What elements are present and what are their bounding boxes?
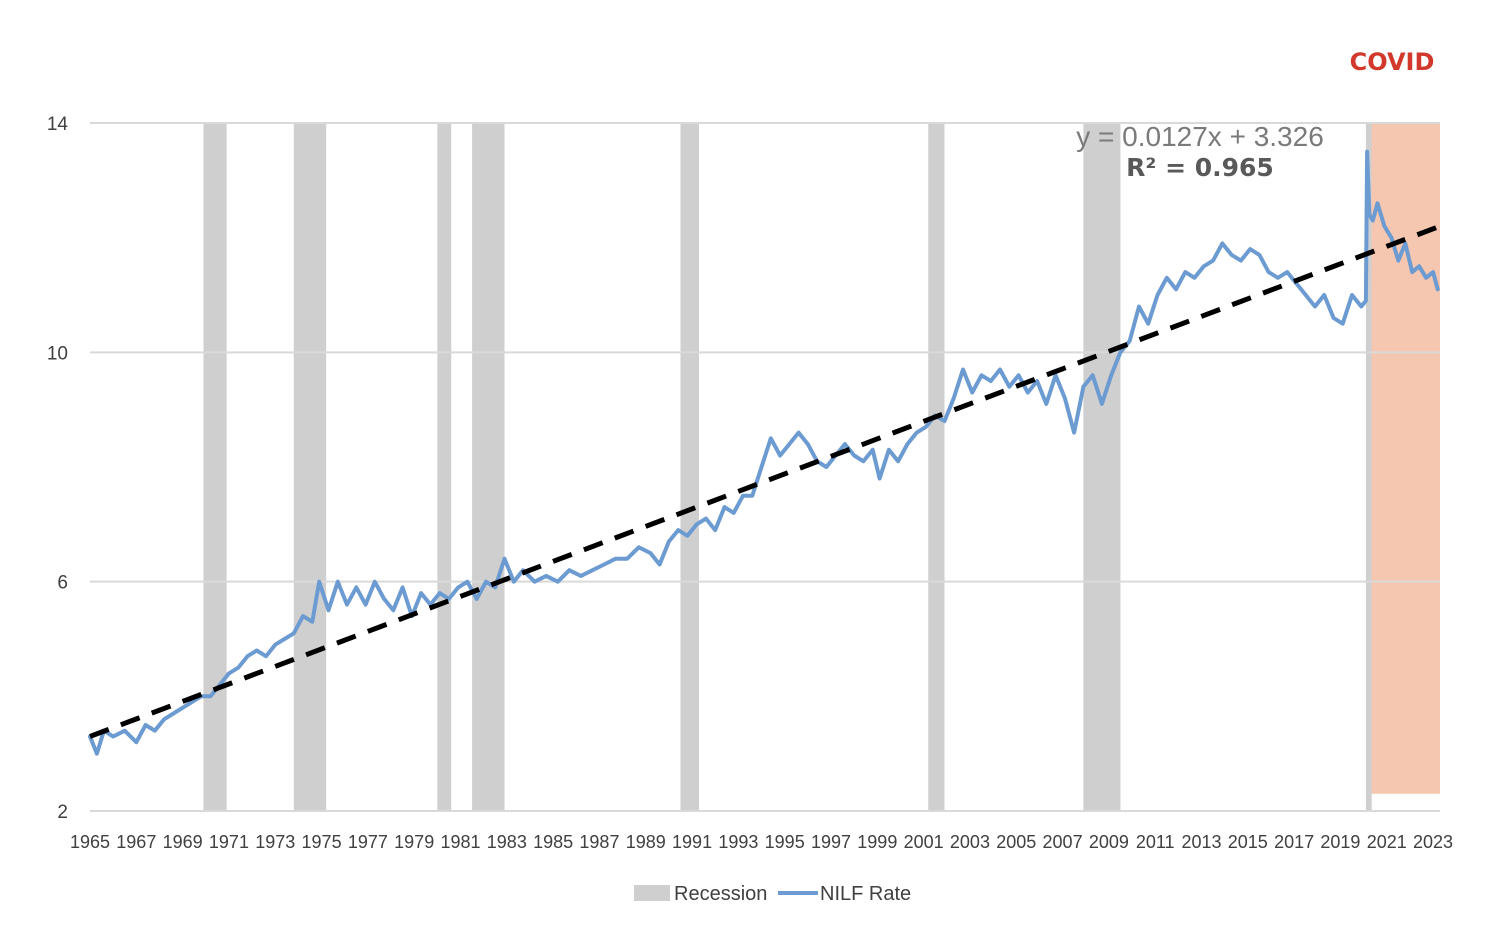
x-tick-label-1983: 1983 (487, 832, 527, 852)
x-tick-label-2003: 2003 (950, 832, 990, 852)
x-tick-label-1993: 1993 (718, 832, 758, 852)
gridlines-layer (90, 122, 1440, 812)
trendline (89, 223, 1441, 739)
x-tick-label-1991: 1991 (672, 832, 712, 852)
series-layer (88, 149, 1440, 756)
x-tick-label-2017: 2017 (1274, 832, 1314, 852)
x-tick-label-1997: 1997 (811, 832, 851, 852)
covid-region (1368, 123, 1440, 794)
recession-bar-5 (680, 123, 700, 811)
x-tick-label-1971: 1971 (209, 832, 249, 852)
x-tick-label-1973: 1973 (255, 832, 295, 852)
covid-shading-layer (1368, 123, 1440, 794)
x-tick-label-1987: 1987 (579, 832, 619, 852)
x-tick-label-1999: 1999 (857, 832, 897, 852)
legend-recession-label: Recession (674, 883, 767, 905)
x-tick-label-1975: 1975 (302, 832, 342, 852)
x-tick-label-2019: 2019 (1320, 832, 1360, 852)
x-tick-label-2021: 2021 (1367, 832, 1407, 852)
x-tick-label-2001: 2001 (904, 832, 944, 852)
x-tick-label-2013: 2013 (1181, 832, 1221, 852)
x-tick-label-1981: 1981 (440, 832, 480, 852)
recession-bar-7 (1083, 123, 1121, 811)
y-tick-label-6: 6 (57, 573, 68, 594)
y-tick-label-10: 10 (47, 343, 68, 364)
recession-bar-4 (472, 123, 505, 811)
recession-bars-layer (203, 123, 1372, 811)
x-tick-label-2005: 2005 (996, 832, 1036, 852)
recession-bar-1 (203, 123, 227, 811)
recession-bar-3 (437, 123, 452, 811)
y-tick-label-14: 14 (47, 114, 69, 135)
x-tick-label-1977: 1977 (348, 832, 388, 852)
y-tick-label-2: 2 (57, 802, 68, 823)
x-tick-label-1985: 1985 (533, 832, 573, 852)
x-tick-label-1989: 1989 (626, 832, 666, 852)
recession-bar-2 (293, 123, 327, 811)
legend-recession-swatch (634, 885, 670, 901)
x-tick-label-2009: 2009 (1089, 832, 1129, 852)
x-tick-label-1965: 1965 (70, 832, 110, 852)
recession-bar-6 (928, 123, 945, 811)
x-tick-label-2015: 2015 (1228, 832, 1268, 852)
r-squared-label: R² = 0.965 (1126, 153, 1274, 182)
x-tick-label-1979: 1979 (394, 832, 434, 852)
x-tick-label-1995: 1995 (765, 832, 805, 852)
x-tick-label-1967: 1967 (116, 832, 156, 852)
x-tick-label-2023: 2023 (1413, 832, 1453, 852)
series-line-nilf-rate (88, 149, 1440, 756)
y-axis: 2 6 10 14 (47, 114, 69, 823)
x-tick-label-2007: 2007 (1043, 832, 1083, 852)
legend-nilf-label: NILF Rate (820, 883, 911, 905)
x-tick-label-1969: 1969 (163, 832, 203, 852)
x-tick-label-2011: 2011 (1136, 832, 1175, 852)
trendline-layer (89, 223, 1441, 739)
trendline-equation: y = 0.0127x + 3.326 (1076, 121, 1324, 152)
covid-label: COVID (1350, 48, 1435, 76)
x-axis: 1965 1967 1969 1971 1973 1975 1977 1979 1981 1983… (70, 832, 1453, 852)
recession-bar-8 (1365, 123, 1372, 811)
legend: Recession NILF Rate (634, 883, 911, 905)
